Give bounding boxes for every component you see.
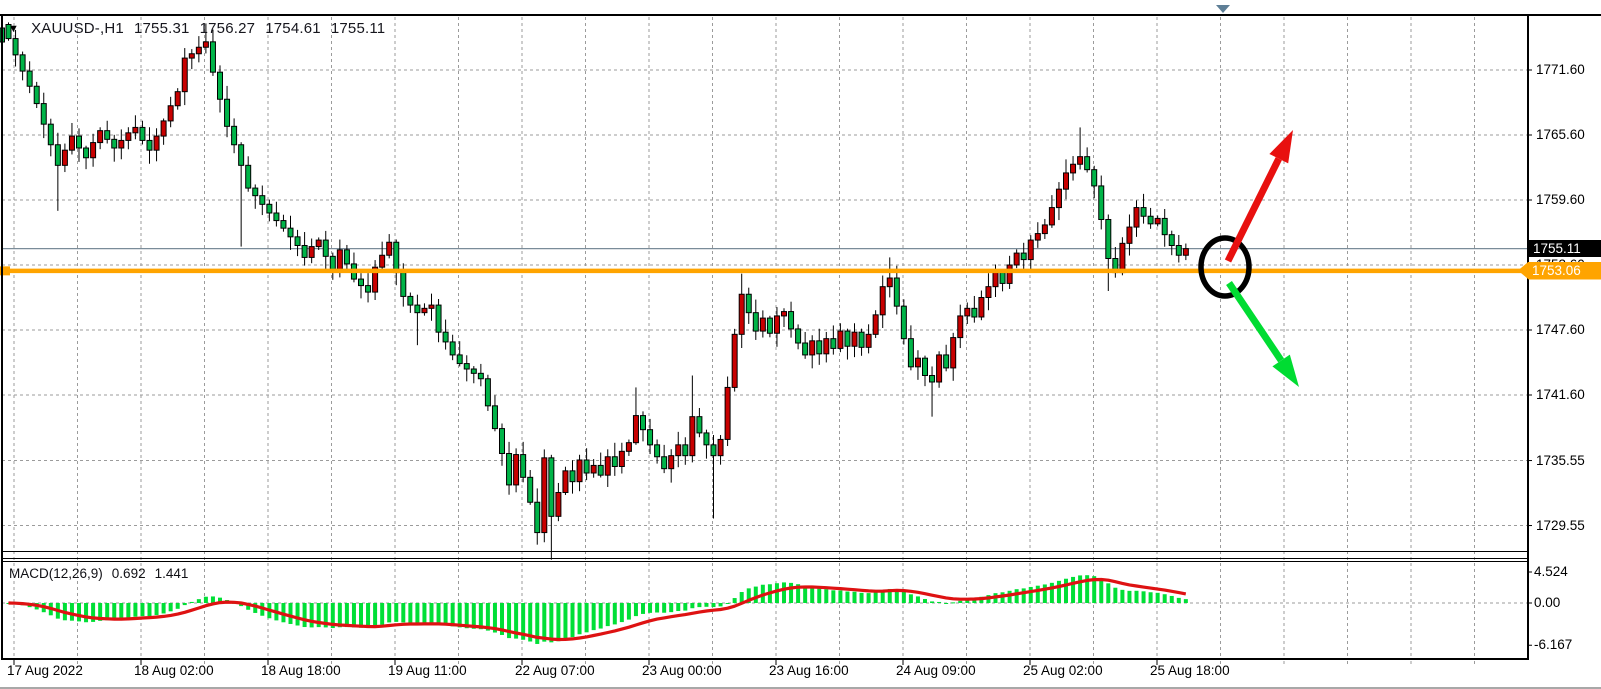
horizontal-line-handle[interactable] — [0, 266, 10, 276]
pane-separator-line-2[interactable] — [2, 560, 1527, 562]
price-axis-label: 1735.55 — [1536, 452, 1585, 468]
gridlines — [2, 17, 1527, 667]
price-scale-axis-line — [1527, 14, 1529, 660]
time-axis-label: 23 Aug 16:00 — [769, 663, 849, 678]
price-axis-label: 1729.55 — [1536, 517, 1585, 533]
macd-axis-label: 4.524 — [1534, 564, 1568, 579]
time-axis-label: 17 Aug 2022 — [7, 663, 83, 678]
macd-name: MACD(12,26,9) — [9, 566, 103, 581]
time-axis-label: 18 Aug 02:00 — [134, 663, 214, 678]
macd-signal-value: 1.441 — [154, 566, 189, 581]
price-axis-label: 1759.60 — [1536, 191, 1585, 207]
time-axis-label: 23 Aug 00:00 — [642, 663, 722, 678]
highlight-circle-annotation[interactable] — [1198, 235, 1252, 299]
macd-pane-bottom-line — [2, 658, 1527, 660]
price-pane-bottom-line — [2, 551, 1527, 552]
candlesticks — [5, 22, 1189, 560]
time-axis-label: 18 Aug 18:00 — [261, 663, 341, 678]
ohlc-high: 1756.27 — [199, 20, 256, 37]
price-axis-label: 1765.60 — [1536, 126, 1585, 142]
current-bar-marker-icon — [1216, 5, 1230, 13]
time-axis-label: 24 Aug 09:00 — [896, 663, 976, 678]
time-axis-label: 19 Aug 11:00 — [388, 663, 467, 678]
hline-price-badge: 1753.06 — [1518, 261, 1601, 280]
macd-axis-label: -6.167 — [1534, 637, 1573, 653]
symbol-period-label: XAUUSD-,H1 — [31, 20, 124, 37]
price-axis-label: 1741.60 — [1536, 386, 1585, 402]
ohlc-close: 1755.11 — [330, 20, 386, 37]
current-price-badge: 1755.11 — [1528, 240, 1601, 257]
time-axis-label: 25 Aug 02:00 — [1023, 663, 1103, 678]
macd-main-value: 0.692 — [111, 566, 146, 581]
macd-axis-label: 0.00 — [1534, 595, 1561, 610]
symbol-dropdown-icon[interactable]: ▼ — [8, 22, 20, 35]
pane-separator-line-1[interactable] — [2, 558, 1527, 560]
time-axis-label: 25 Aug 18:00 — [1150, 663, 1230, 678]
price-axis-label: 1747.60 — [1536, 321, 1585, 337]
frame-left — [1, 14, 3, 660]
bearish-arrow-annotation[interactable] — [1226, 281, 1299, 387]
frame-top — [0, 14, 1601, 16]
time-axis-label: 22 Aug 07:00 — [515, 663, 595, 678]
window-bottom-edge — [0, 687, 1601, 689]
bullish-arrow-annotation[interactable] — [1224, 130, 1293, 263]
macd-signal-line — [8, 577, 1187, 642]
price-axis-label: 1771.60 — [1536, 62, 1585, 77]
ohlc-low: 1754.61 — [265, 20, 321, 37]
chart-title-bar: ▼ XAUUSD-,H1 1755.31 1756.27 1754.61 175… — [8, 20, 385, 37]
ohlc-open: 1755.31 — [133, 20, 190, 37]
macd-indicator-label: MACD(12,26,9) 0.692 1.441 — [9, 566, 188, 581]
